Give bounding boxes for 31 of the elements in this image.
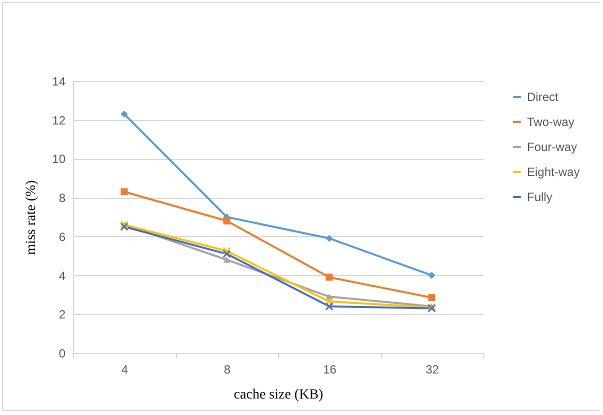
point (326, 274, 333, 281)
y-tick-label: 14 (52, 74, 66, 88)
x-tick-label: 8 (224, 362, 231, 376)
point (223, 256, 230, 263)
point (223, 217, 230, 224)
point (222, 250, 231, 258)
point (325, 302, 334, 310)
y-axis-title: miss rate (%) (24, 180, 40, 255)
y-tick-label: 2 (58, 308, 66, 322)
y-tick-label: 12 (52, 113, 66, 128)
point (120, 110, 128, 118)
point (325, 297, 334, 306)
x-tick-label: 32 (426, 362, 440, 376)
point (120, 188, 128, 196)
y-tick-label: 8 (58, 191, 66, 206)
point (326, 234, 333, 242)
y-tick-label: 4 (58, 268, 66, 283)
legend-label: Eight-way (527, 165, 580, 179)
legend-label: Two-way (527, 115, 574, 129)
x-tick-label: 16 (323, 362, 337, 376)
y-tick-label: 6 (58, 230, 66, 244)
y-tick-label: 10 (52, 152, 66, 166)
x-tick-label: 4 (121, 362, 128, 376)
legend-label: Direct (527, 90, 559, 104)
point (428, 294, 436, 302)
y-tick-label: 0 (58, 346, 66, 360)
legend-label: Fully (527, 190, 552, 204)
legend-label: Four-way (527, 140, 578, 154)
point (222, 246, 231, 256)
x-axis-title: cache size (KB) (234, 388, 324, 402)
point (428, 272, 436, 279)
